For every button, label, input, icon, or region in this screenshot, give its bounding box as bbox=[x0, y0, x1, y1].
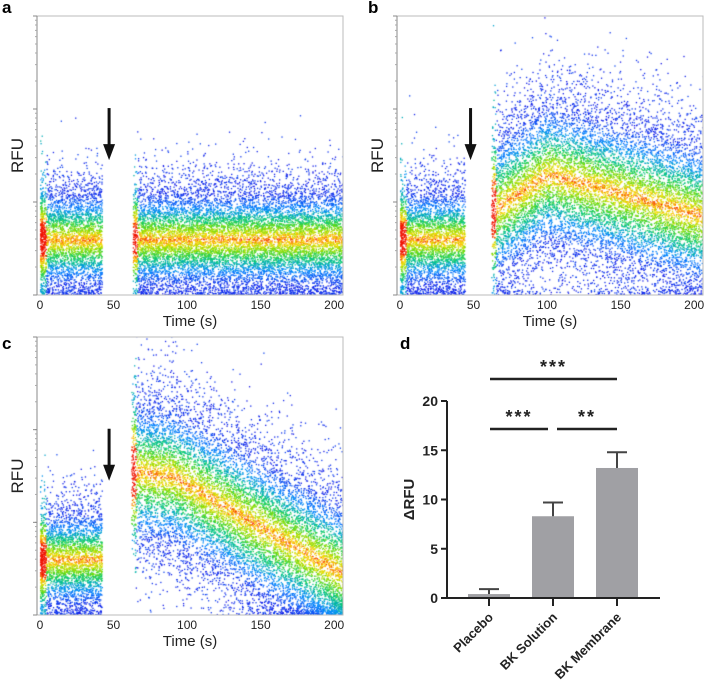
y-tick-label: 0 bbox=[430, 590, 438, 606]
plot-frame-b bbox=[396, 15, 704, 296]
x-tick-label: 200 bbox=[324, 618, 344, 632]
x-tick-label: 150 bbox=[611, 298, 631, 312]
y-tick-label: 20 bbox=[422, 393, 438, 409]
x-axis-label: Time (s) bbox=[523, 313, 577, 330]
plot-frame-a bbox=[36, 15, 344, 296]
x-tick-label: 0 bbox=[37, 298, 44, 312]
y-axis-label: RFU bbox=[368, 138, 387, 173]
bar-bk-membrane bbox=[596, 467, 638, 598]
x-tick-label: 150 bbox=[251, 618, 271, 632]
x-tick-label: 100 bbox=[177, 618, 197, 632]
y-axis-label: RFU bbox=[8, 459, 27, 494]
category-label: BK Solution bbox=[497, 609, 560, 672]
panel-label-b: b bbox=[368, 0, 379, 17]
stimulus-arrow-icon bbox=[464, 144, 477, 161]
x-tick-label: 0 bbox=[397, 298, 404, 312]
x-tick-label: 150 bbox=[251, 298, 271, 312]
density-scatter-b bbox=[397, 16, 703, 295]
category-label: BK Membrane bbox=[552, 610, 624, 682]
bar-placebo bbox=[468, 594, 510, 598]
x-tick-label: 100 bbox=[537, 298, 557, 312]
x-tick-label: 50 bbox=[107, 618, 121, 632]
x-tick-label: 200 bbox=[684, 298, 704, 312]
y-tick-label: 15 bbox=[422, 442, 438, 458]
significance-stars: ** bbox=[578, 407, 596, 427]
x-tick-label: 100 bbox=[177, 298, 197, 312]
density-scatter-c bbox=[37, 337, 343, 615]
bar-bk-solution bbox=[532, 516, 574, 598]
panel-label-d: d bbox=[400, 334, 411, 353]
y-tick-label: 5 bbox=[430, 541, 438, 557]
density-scatter-a bbox=[37, 16, 343, 295]
panel-label-c: c bbox=[2, 334, 12, 353]
significance-stars: *** bbox=[505, 407, 532, 427]
y-axis-label: ΔRFU bbox=[401, 479, 418, 521]
x-axis-label: Time (s) bbox=[163, 633, 217, 650]
significance-stars: *** bbox=[540, 357, 567, 377]
stimulus-arrow-icon bbox=[103, 464, 116, 481]
x-tick-label: 50 bbox=[107, 298, 121, 312]
x-tick-label: 200 bbox=[324, 298, 344, 312]
panel-label-a: a bbox=[2, 0, 12, 17]
x-axis-label: Time (s) bbox=[163, 313, 217, 330]
category-label: Placebo bbox=[450, 609, 496, 655]
plot-frame-c bbox=[36, 336, 344, 616]
y-axis-label: RFU bbox=[8, 138, 27, 173]
x-tick-label: 50 bbox=[467, 298, 481, 312]
y-tick-label: 10 bbox=[422, 492, 438, 508]
stimulus-arrow-icon bbox=[103, 144, 116, 161]
x-tick-label: 0 bbox=[37, 618, 44, 632]
